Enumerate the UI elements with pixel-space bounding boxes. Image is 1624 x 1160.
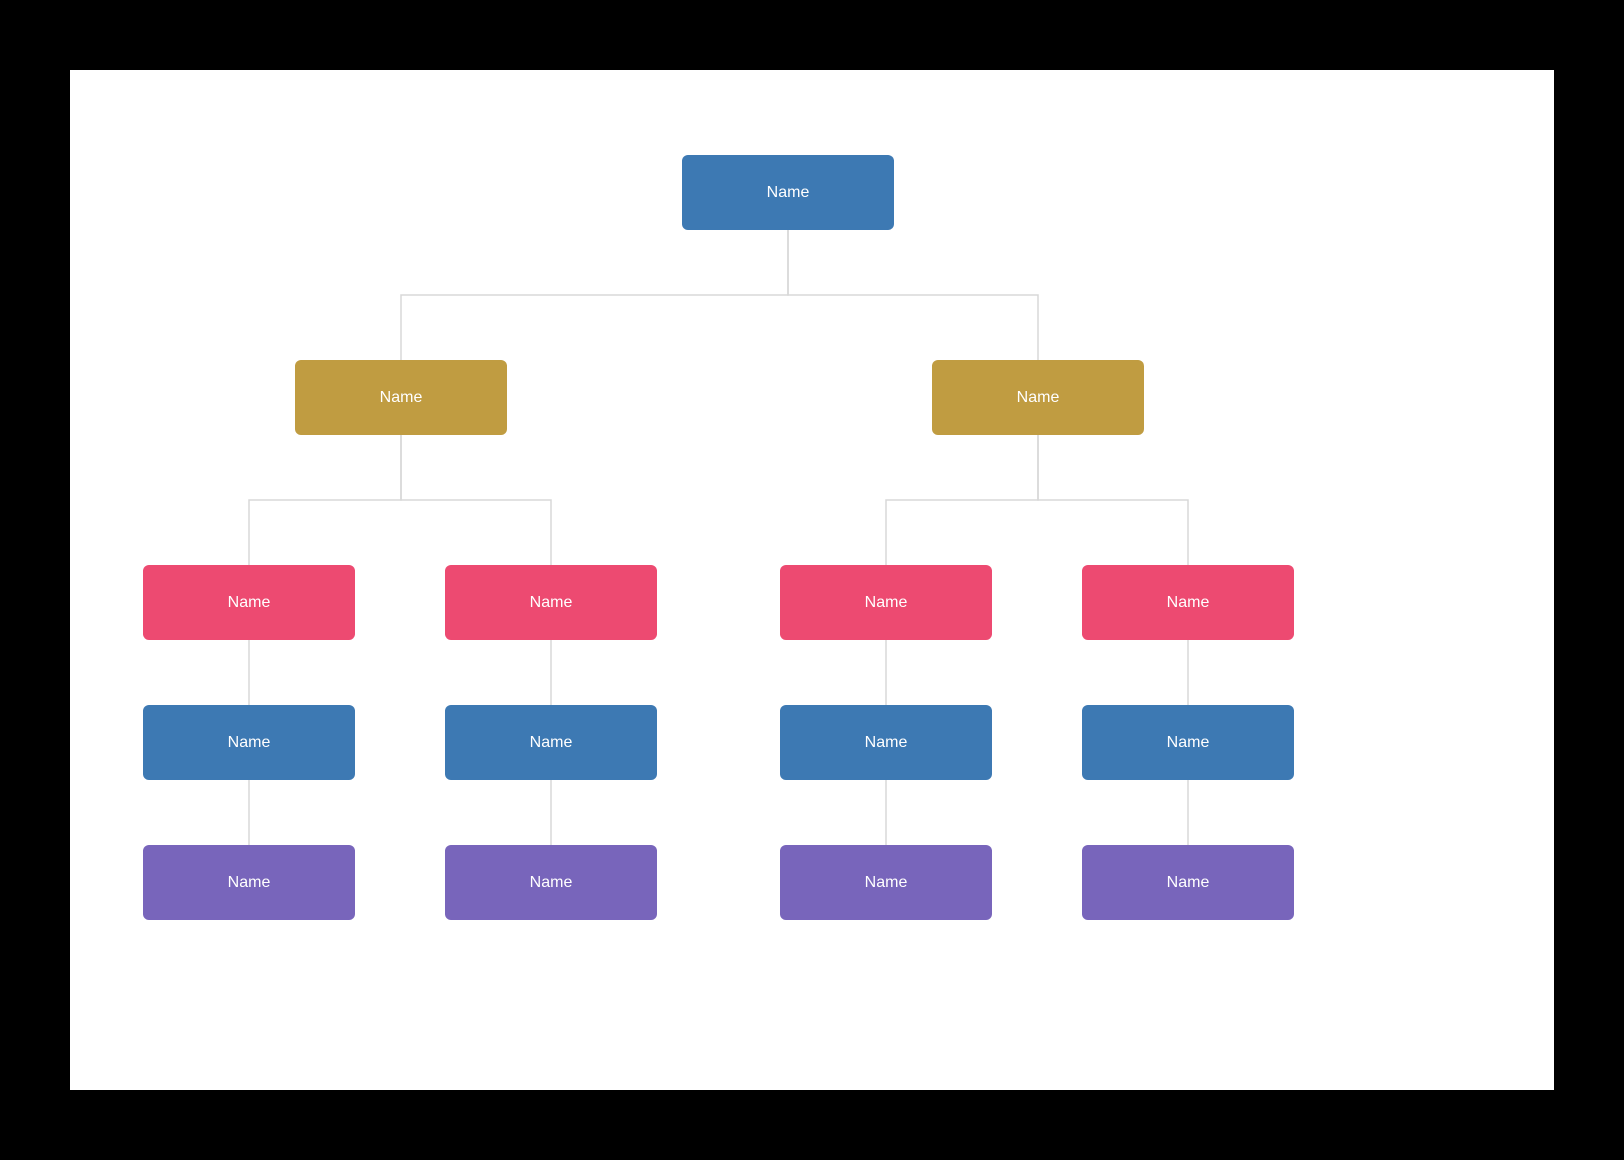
org-node-l4d[interactable]: Name [1082, 705, 1294, 780]
org-node-l5c[interactable]: Name [780, 845, 992, 920]
org-node-label: Name [865, 594, 908, 612]
org-node-l4c[interactable]: Name [780, 705, 992, 780]
org-node-root[interactable]: Name [682, 155, 894, 230]
org-node-l3c[interactable]: Name [780, 565, 992, 640]
org-node-label: Name [228, 594, 271, 612]
org-node-l4a[interactable]: Name [143, 705, 355, 780]
org-node-label: Name [530, 874, 573, 892]
org-node-l3a[interactable]: Name [143, 565, 355, 640]
org-node-l3d[interactable]: Name [1082, 565, 1294, 640]
org-node-label: Name [865, 734, 908, 752]
org-node-label: Name [1017, 389, 1060, 407]
org-node-label: Name [530, 734, 573, 752]
org-node-label: Name [1167, 594, 1210, 612]
org-node-label: Name [228, 734, 271, 752]
org-node-label: Name [1167, 734, 1210, 752]
org-node-l2a[interactable]: Name [295, 360, 507, 435]
org-node-l5b[interactable]: Name [445, 845, 657, 920]
org-node-l2b[interactable]: Name [932, 360, 1144, 435]
org-node-l5a[interactable]: Name [143, 845, 355, 920]
diagram-canvas: Name Name Name Name Name Name Name Name Name Name… [70, 70, 1554, 1090]
org-node-l5d[interactable]: Name [1082, 845, 1294, 920]
org-node-label: Name [767, 184, 810, 202]
org-node-label: Name [865, 874, 908, 892]
org-node-l4b[interactable]: Name [445, 705, 657, 780]
org-node-label: Name [530, 594, 573, 612]
org-node-label: Name [1167, 874, 1210, 892]
org-node-l3b[interactable]: Name [445, 565, 657, 640]
org-node-label: Name [228, 874, 271, 892]
org-node-label: Name [380, 389, 423, 407]
